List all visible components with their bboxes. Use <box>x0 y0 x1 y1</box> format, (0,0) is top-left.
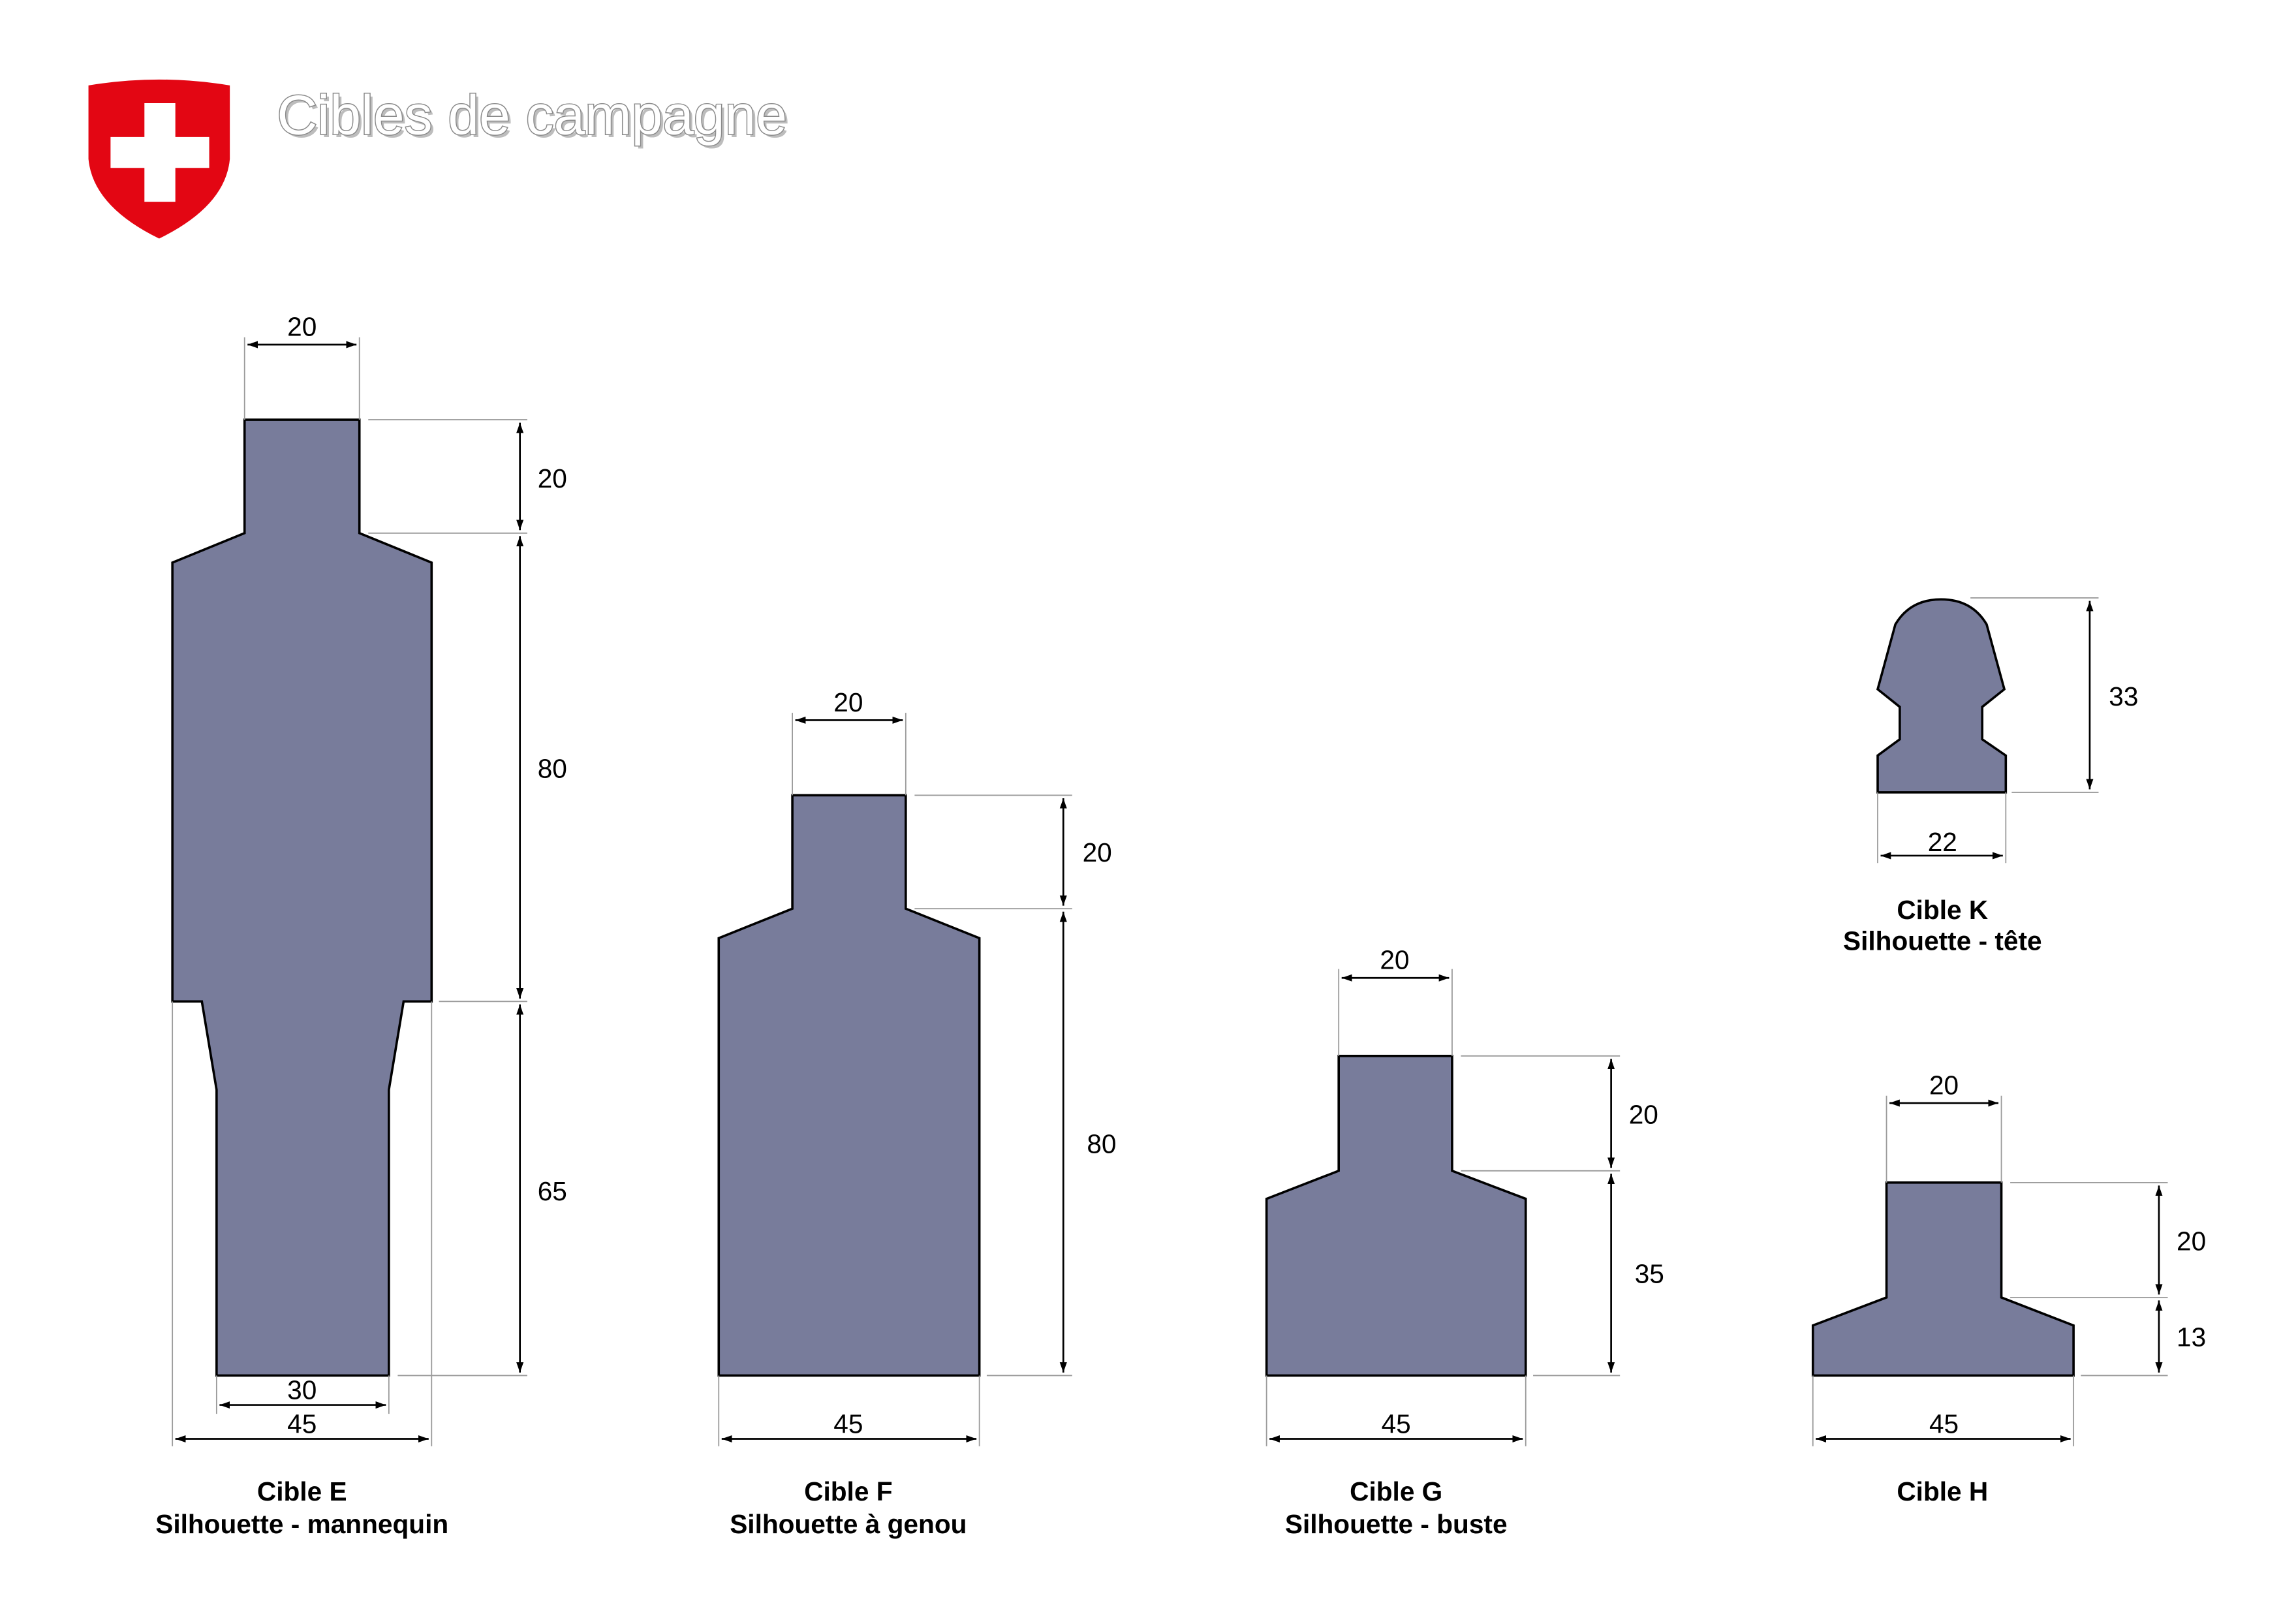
dim-k-width-label: 22 <box>1928 827 1957 857</box>
dim-h-width-label: 45 <box>1929 1409 1959 1439</box>
target-h-name: Cible H <box>1897 1476 1988 1506</box>
target-f-name: Cible F <box>804 1476 892 1506</box>
dim-h-head-height-label: 20 <box>2177 1226 2206 1256</box>
target-k-silhouette <box>1876 598 2008 794</box>
target-g-name: Cible G <box>1350 1476 1442 1506</box>
target-g-silhouette <box>1265 1055 1527 1377</box>
dim-h-body-height-label: 13 <box>2177 1322 2206 1352</box>
dim-e-head-height-label: 20 <box>538 463 567 493</box>
dim-f-body-height-label: 80 <box>1087 1129 1116 1159</box>
dim-h-head-width-label: 20 <box>1929 1070 1959 1100</box>
header: Cibles de campagne Cibles de campagne <box>88 79 790 239</box>
page-title: Cibles de campagne <box>277 84 787 146</box>
target-g-subtitle: Silhouette - buste <box>1285 1509 1508 1539</box>
dim-e-head-width-label: 20 <box>287 311 317 341</box>
target-k-name: Cible K <box>1897 895 1988 925</box>
target-f: 20 20 80 45 Cible F Silhouette à genou <box>717 687 1117 1539</box>
target-g: 20 20 35 45 Cible G Silhouette - buste <box>1265 945 1664 1539</box>
dim-g-head-height-label: 20 <box>1629 1100 1658 1130</box>
dim-g-head-width-label: 20 <box>1380 945 1409 975</box>
swiss-cross-icon <box>110 102 209 202</box>
target-f-silhouette <box>717 794 981 1377</box>
target-e: 20 20 80 65 30 45 Cible E Silhouette - m… <box>155 311 567 1538</box>
dim-e-legs-height-label: 65 <box>538 1176 567 1206</box>
dim-g-width-label: 45 <box>1382 1409 1411 1439</box>
target-h: 20 20 13 45 Cible H <box>1811 1070 2206 1506</box>
target-e-subtitle: Silhouette - mannequin <box>155 1509 448 1539</box>
dim-f-width-label: 45 <box>833 1409 863 1439</box>
target-e-name: Cible E <box>257 1476 347 1506</box>
swiss-coat-of-arms-logo <box>88 79 230 239</box>
dim-k-height-label: 33 <box>2109 681 2138 711</box>
dim-e-width-label: 45 <box>287 1409 317 1439</box>
target-k-subtitle: Silhouette - tête <box>1843 926 2042 956</box>
target-e-silhouette <box>171 418 433 1377</box>
dim-f-head-height-label: 20 <box>1083 837 1112 867</box>
target-k: 33 22 Cible K Silhouette - tête <box>1843 597 2138 956</box>
dim-e-bottom-width-label: 30 <box>287 1375 317 1405</box>
page-title-shadow: Cibles de campagne <box>280 87 790 149</box>
dim-e-torso-height-label: 80 <box>538 753 567 783</box>
dim-f-head-width-label: 20 <box>833 687 863 717</box>
dim-g-body-height-label: 35 <box>1635 1258 1664 1288</box>
target-h-silhouette <box>1811 1181 2075 1377</box>
target-f-subtitle: Silhouette à genou <box>730 1509 967 1539</box>
